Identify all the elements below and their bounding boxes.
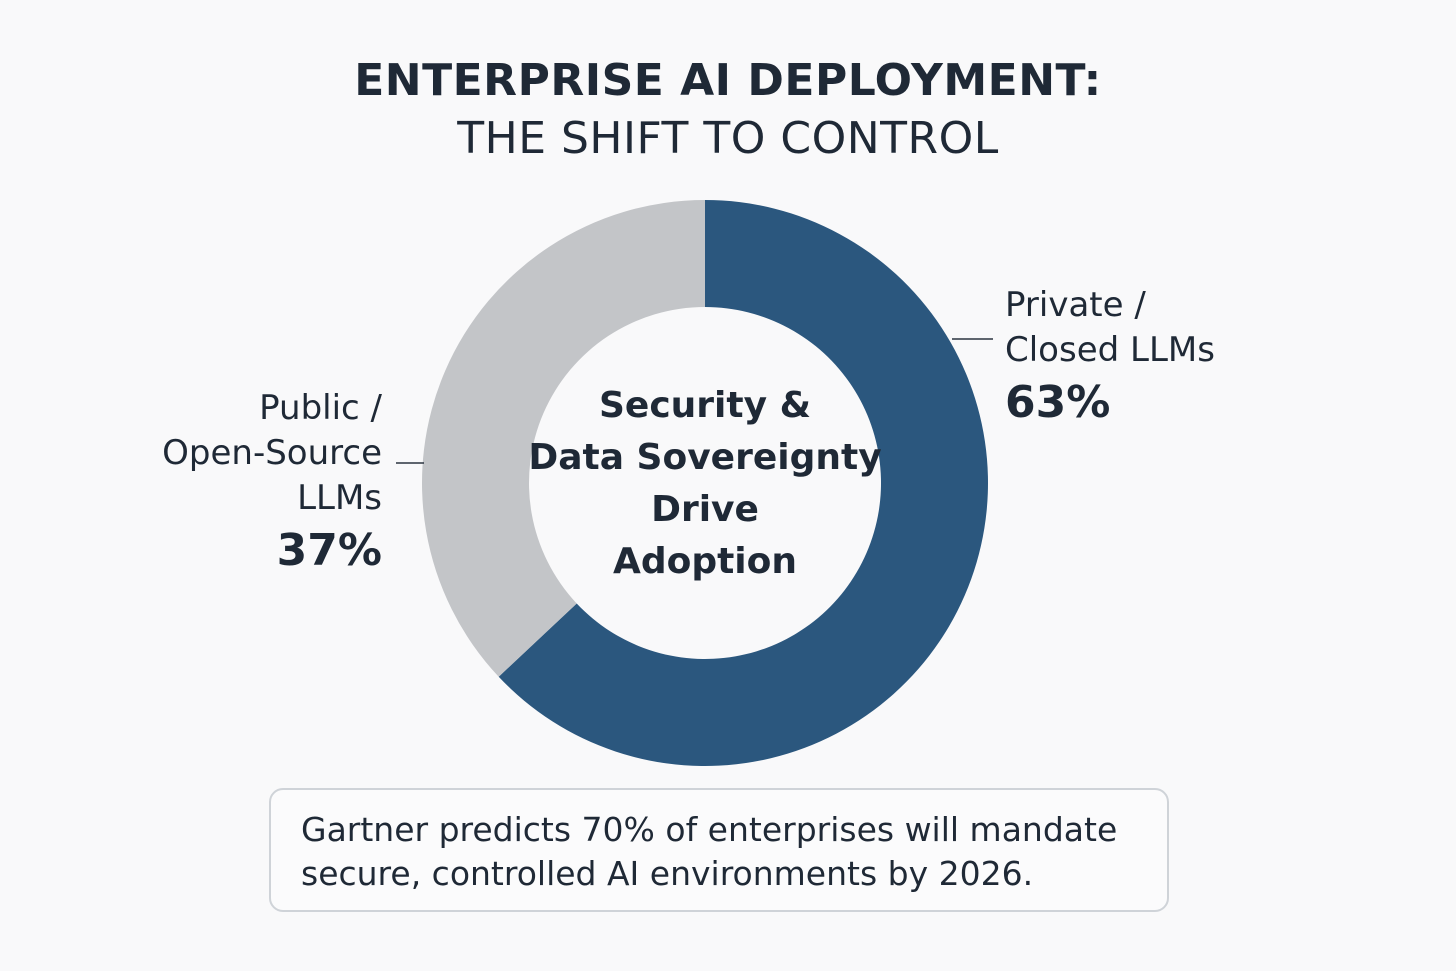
center-label-line-1: Security &: [599, 385, 811, 426]
slice-label-public-open-source-line-1: Public /: [259, 388, 382, 428]
donut-slice-private-closed: [498, 200, 988, 767]
chart-title-line-2: THE SHIFT TO CONTROL: [457, 113, 999, 164]
gartner-callout-box: Gartner predicts 70% of enterprises will…: [269, 788, 1169, 912]
slice-label-private-closed-line-1: Private /: [1005, 285, 1146, 325]
slice-label-public-open-source-line-2: Open-Source: [162, 433, 382, 473]
chart-title: ENTERPRISE AI DEPLOYMENT: THE SHIFT TO C…: [0, 52, 1456, 168]
slice-value-label-private-closed: 63%: [1005, 377, 1110, 428]
center-label-line-4: Adoption: [613, 541, 797, 582]
center-label-line-3: Drive: [651, 489, 759, 530]
slice-label-public-open-source-line-3: LLMs: [297, 478, 382, 518]
gartner-callout-text: Gartner predicts 70% of enterprises will…: [301, 810, 1118, 893]
center-label-line-2: Data Sovereignty: [528, 437, 881, 478]
slice-value-label-public-open-source: 37%: [277, 525, 382, 576]
chart-title-line-1: ENTERPRISE AI DEPLOYMENT:: [354, 55, 1102, 106]
slice-label-private-closed-line-2: Closed LLMs: [1005, 330, 1215, 370]
donut-slice-public-open-source: [422, 200, 705, 677]
